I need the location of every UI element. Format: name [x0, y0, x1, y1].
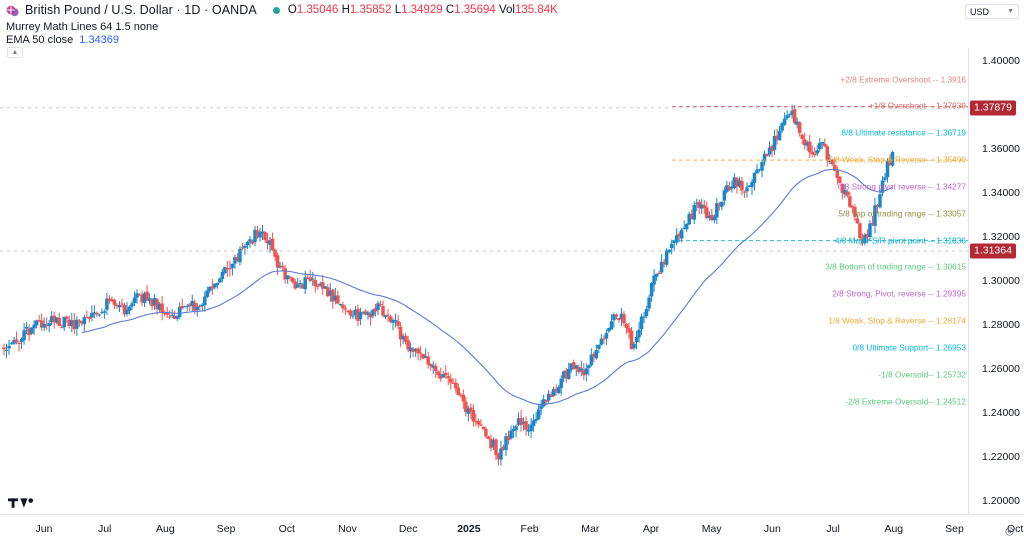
time-axis-tick: Sep — [216, 523, 236, 535]
price-marker-badge: 1.37879 — [970, 100, 1016, 116]
murrey-level-label: 8/8 Ultimate resistance -- 1.36719 — [841, 128, 966, 138]
price-axis-tick: 1.20000 — [982, 494, 1020, 507]
currency-selector[interactable]: USD ▼ — [965, 4, 1019, 19]
murrey-level-label: -2/8 Extreme Oversold-- 1.24512 — [845, 397, 966, 407]
price-axis-tick: 1.36000 — [982, 143, 1020, 156]
indicator-legend-ema[interactable]: EMA 50 close 1.34369 — [6, 34, 119, 46]
chevron-down-icon: ▼ — [1007, 8, 1014, 15]
murrey-level-label: 5/8 Top of trading range -- 1.33057 — [838, 209, 966, 219]
volume-value: 135.84K — [514, 4, 558, 16]
low-label: L — [394, 4, 402, 16]
time-axis-tick: May — [701, 523, 722, 535]
candlestick-svg — [0, 104, 968, 466]
open-label: O — [287, 4, 297, 16]
price-axis-tick: 1.30000 — [982, 275, 1020, 287]
time-axis-tick: 2025 — [457, 523, 481, 535]
price-axis-tick: 1.32000 — [982, 231, 1020, 244]
time-axis-tick: Sep — [945, 523, 964, 535]
time-axis-tick: Oct — [278, 523, 295, 535]
time-axis-tick: Feb — [520, 523, 539, 535]
time-axis-tick: Aug — [156, 523, 175, 535]
murrey-level-label: 0/8 Ultimate Support-- 1.26953 — [852, 343, 966, 353]
time-axis-tick: Aug — [884, 523, 904, 535]
time-axis-tick: Dec — [398, 523, 418, 535]
murrey-level-label: +2/8 Extreme Overshoot -- 1.3916 — [840, 75, 966, 85]
close-label: C — [445, 4, 455, 16]
price-axis-tick: 1.40000 — [982, 55, 1020, 68]
visibility-dot-icon[interactable] — [272, 6, 280, 14]
time-axis[interactable]: Jun Jul Aug Sep Oct Nov Dec 2025 Feb Mar Apr May Jun… — [0, 514, 1024, 540]
chart-plot-area[interactable] — [0, 48, 968, 514]
volume-label: Vol — [498, 4, 515, 16]
price-axis-tick: 1.22000 — [982, 450, 1020, 463]
time-axis-tick: Mar — [581, 523, 600, 535]
high-value: 1.35852 — [349, 4, 392, 16]
time-axis-tick: Apr — [642, 523, 660, 535]
murrey-level-label: 4/8 Major S/R pivot point -- 1.31836 — [834, 236, 966, 246]
high-label: H — [341, 4, 350, 16]
price-axis-tick: 1.34000 — [982, 187, 1020, 200]
time-axis-tick: Jun — [763, 523, 781, 535]
price-marker-badge: 1.31364 — [970, 243, 1016, 259]
time-axis-tick: Nov — [338, 523, 357, 535]
symbol-title[interactable]: British Pound / U.S. Dollar · 1D · OANDA — [25, 3, 257, 17]
price-axis[interactable]: 1.40000 1.36000 1.34000 1.32000 1.30000 1.280… — [968, 48, 1024, 514]
murrey-level-label: 3/8 Bottom of trading range -- 1.30615 — [825, 262, 966, 272]
currency-selector-value: USD — [970, 6, 990, 17]
price-axis-tick: 1.28000 — [982, 318, 1020, 331]
murrey-level-label: -1/8 Oversold-- 1.25732 — [878, 370, 966, 380]
gear-icon[interactable] — [1004, 524, 1015, 536]
symbol-legend-row: British Pound / U.S. Dollar · 1D · OANDA… — [6, 3, 558, 17]
tradingview-logo[interactable] — [8, 494, 34, 510]
murrey-level-label: 1/8 Weak, Stop & Reverse -- 1.28174 — [828, 316, 966, 326]
time-axis-tick: Jun — [35, 523, 53, 535]
open-value: 1.35046 — [296, 4, 339, 16]
murrey-level-label: 7/8 Weak, Stop & Reverse -- 1.35499 — [828, 155, 966, 165]
gbp-usd-flag-icon — [6, 5, 19, 18]
murrey-level-label: 6/8 Strong pivot reverse -- 1.34277 — [837, 182, 966, 192]
time-axis-tick: Jul — [826, 523, 840, 535]
price-axis-tick: 1.26000 — [982, 362, 1020, 375]
chevron-up-icon[interactable]: ▲ — [7, 47, 23, 58]
price-axis-tick: 1.24000 — [982, 406, 1020, 419]
murrey-level-label: 2/8 Strong, Pivot, reverse -- 1.29395 — [832, 289, 966, 299]
close-value: 1.35694 — [454, 4, 496, 16]
ohlc-values: O1.35046 H1.35852 L1.34929 C1.35694 Vol1… — [288, 4, 558, 16]
low-value: 1.34929 — [401, 4, 443, 16]
ema-value: 1.34369 — [79, 34, 120, 46]
ema-label: EMA 50 close — [6, 34, 74, 46]
time-axis-tick: Jul — [97, 523, 112, 535]
indicator-legend-murrey[interactable]: Murrey Math Lines 64 1.5 none — [6, 21, 159, 33]
murrey-level-label: +1/8 Overshoot -- 1.37939 — [868, 101, 966, 111]
